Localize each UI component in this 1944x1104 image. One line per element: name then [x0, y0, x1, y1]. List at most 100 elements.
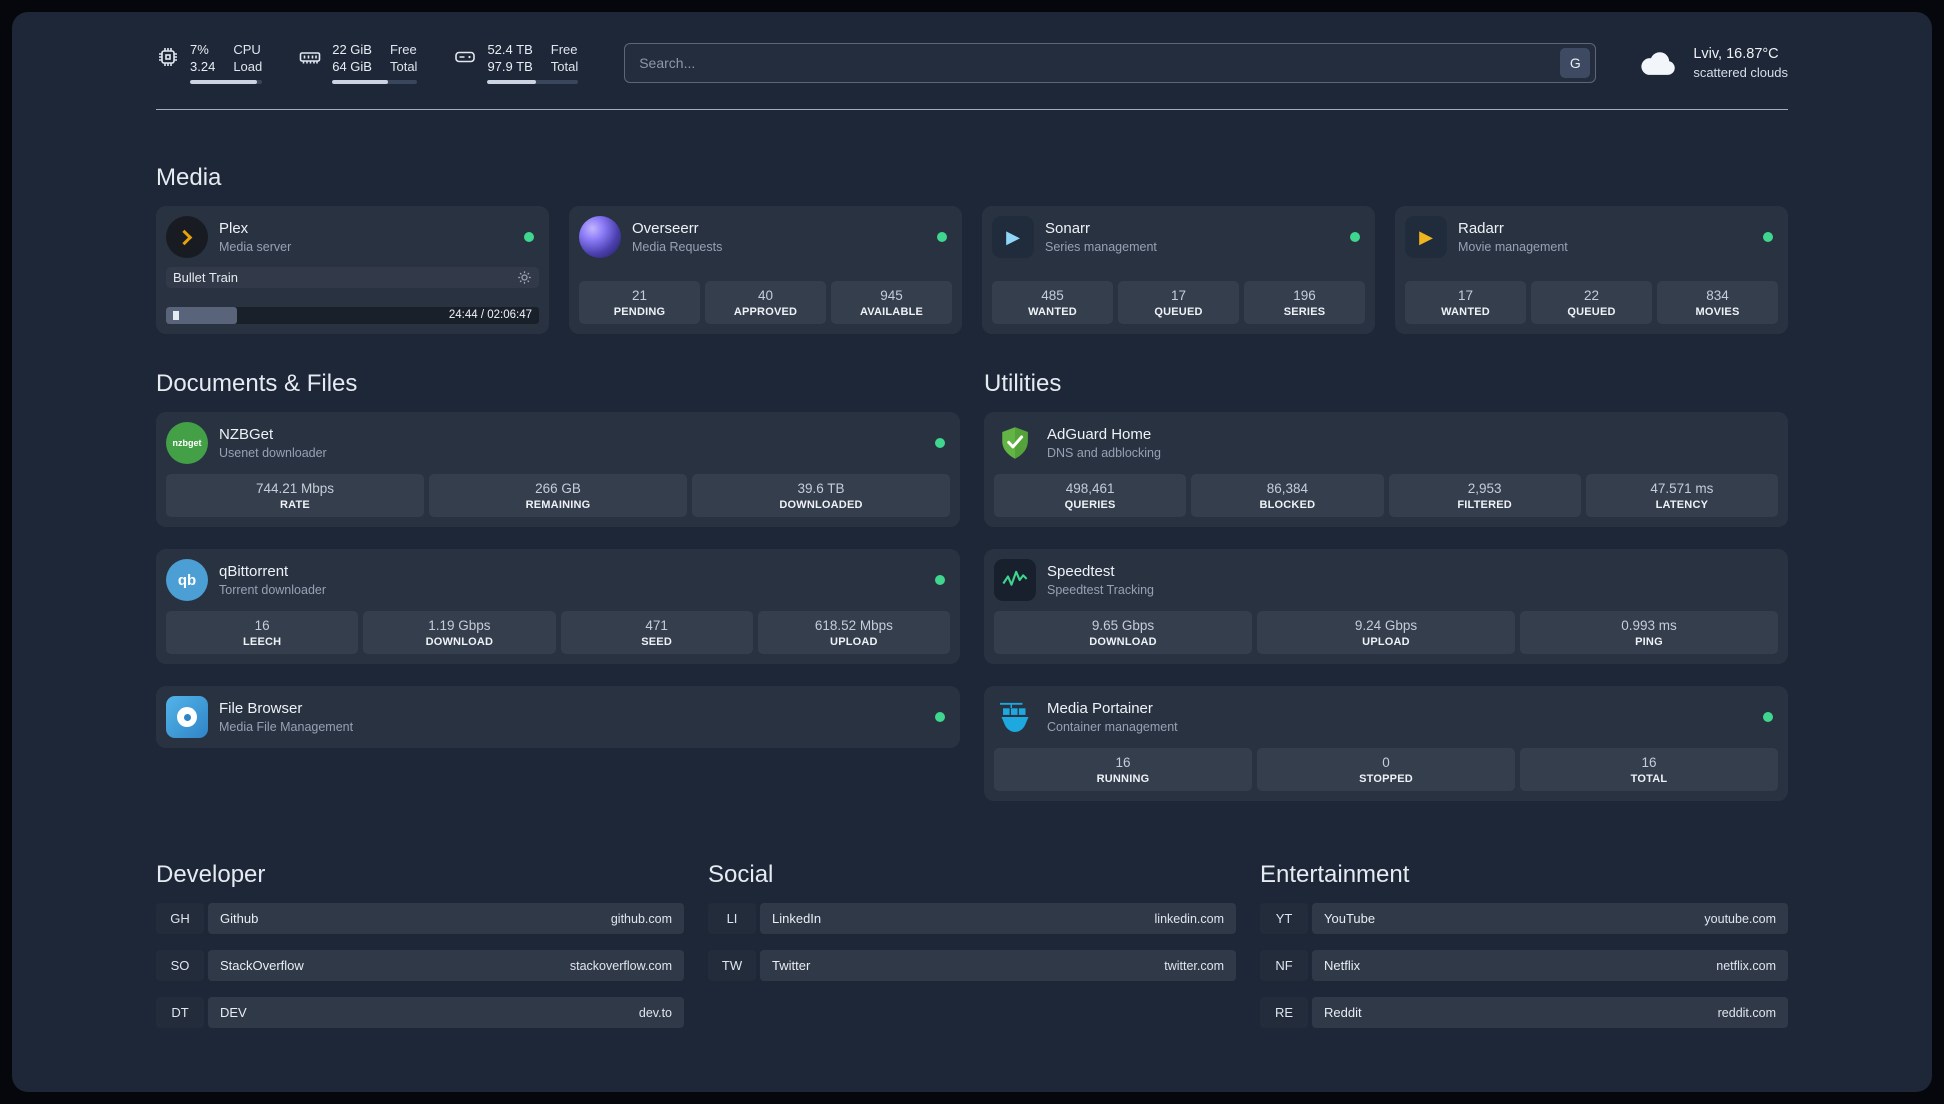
bookmark-name: Netflix [1324, 958, 1361, 973]
bookmark-stackoverflow[interactable]: SO StackOverflow stackoverflow.com [156, 950, 684, 981]
bookmark-url: dev.to [638, 1005, 672, 1020]
search-bar[interactable]: G [624, 43, 1597, 83]
bookmark-url: stackoverflow.com [569, 958, 672, 973]
service-subtitle: Series management [1045, 240, 1157, 254]
service-name[interactable]: Sonarr [1045, 220, 1091, 237]
pause-icon [173, 311, 179, 320]
bookmark-abbr: TW [708, 950, 756, 981]
stat-queries: 498,461 QUERIES [994, 474, 1187, 517]
now-playing-row: Bullet Train [166, 267, 539, 288]
service-name[interactable]: Plex [219, 220, 249, 237]
stat-leech: 16 LEECH [166, 611, 359, 654]
memory-bar [332, 80, 418, 84]
qbittorrent-icon: qb [166, 559, 208, 601]
cpu-load-value: 3.24 [190, 59, 216, 74]
memory-free-value: 22 GiB [332, 42, 372, 57]
cpu-icon [159, 48, 177, 66]
stat-available: 945 AVAILABLE [831, 281, 952, 324]
service-name[interactable]: AdGuard Home [1047, 426, 1152, 443]
dashboard-panel: 7% CPU 3.24 Load 22 GiB Free 64 GiB Tota… [12, 12, 1932, 1092]
weather-location: Lviv, 16.87°C [1693, 46, 1779, 62]
service-card-speedtest[interactable]: Speedtest Speedtest Tracking 9.65 Gbps DO… [984, 549, 1788, 664]
service-card-portainer[interactable]: Media Portainer Container management 16 R… [984, 686, 1788, 801]
cpu-widget: 7% CPU 3.24 Load [156, 42, 263, 84]
bookmark-name: LinkedIn [772, 911, 822, 926]
status-dot [1763, 712, 1773, 722]
disk-free-value: 52.4 TB [487, 42, 533, 57]
stat-ping: 0.993 ms PING [1520, 611, 1778, 654]
service-card-nzbget[interactable]: nzbget NZBGet Usenet downloader 744.21 M… [156, 412, 960, 527]
service-name[interactable]: Radarr [1458, 220, 1504, 237]
memory-free-label: Free [389, 42, 417, 57]
service-name[interactable]: Media Portainer [1047, 700, 1153, 717]
service-name[interactable]: NZBGet [219, 426, 274, 443]
bookmark-url: netflix.com [1716, 958, 1776, 973]
service-subtitle: Movie management [1458, 240, 1568, 254]
stat-seed: 471 SEED [560, 611, 753, 654]
stat-filtered: 2,953 FILTERED [1388, 474, 1581, 517]
service-card-filebrowser[interactable]: File Browser Media File Management [156, 686, 960, 748]
bookmark-url: twitter.com [1164, 958, 1224, 973]
cloud-icon [1641, 52, 1676, 75]
status-dot [935, 712, 945, 722]
bookmark-url: youtube.com [1704, 911, 1776, 926]
service-card-overseerr[interactable]: Overseerr Media Requests 21 PENDING 40 APP… [569, 206, 962, 334]
bookmark-abbr: YT [1260, 903, 1308, 934]
section-title-utilities: Utilities [984, 370, 1062, 397]
bookmark-name: StackOverflow [220, 958, 304, 973]
service-subtitle: DNS and adblocking [1047, 446, 1161, 460]
service-card-plex[interactable]: Plex Media server Bullet Train 24:44 / 0… [156, 206, 549, 334]
bookmark-twitter[interactable]: TW Twitter twitter.com [708, 950, 1236, 981]
bookmark-name: YouTube [1324, 911, 1376, 926]
service-subtitle: Speedtest Tracking [1047, 583, 1155, 597]
service-name[interactable]: qBittorrent [219, 563, 289, 580]
gear-icon[interactable] [517, 270, 532, 285]
bookmark-linkedin[interactable]: LI LinkedIn linkedin.com [708, 903, 1236, 934]
stat-upload: 9.24 Gbps UPLOAD [1257, 611, 1515, 654]
section-title-documents: Documents & Files [156, 370, 358, 397]
cpu-bar [190, 80, 263, 84]
section-title-media: Media [156, 164, 222, 191]
stat-queued: 22 QUEUED [1531, 281, 1652, 324]
search-input[interactable] [639, 55, 1561, 71]
memory-total-value: 64 GiB [332, 59, 372, 74]
service-card-sonarr[interactable]: ▶ Sonarr Series management 485 WANTED 17 Q… [982, 206, 1375, 334]
service-card-radarr[interactable]: ▶ Radarr Movie management 17 WANTED 22 QUE… [1395, 206, 1788, 334]
playback-time: 24:44 / 02:06:47 [448, 309, 532, 321]
bookmark-github[interactable]: GH Github github.com [156, 903, 684, 934]
stat-running: 16 RUNNING [994, 748, 1252, 791]
stat-pending: 21 PENDING [579, 281, 700, 324]
now-playing-title: Bullet Train [173, 270, 239, 285]
bookmark-youtube[interactable]: YT YouTube youtube.com [1260, 903, 1788, 934]
service-subtitle: Media server [219, 240, 292, 254]
service-subtitle: Usenet downloader [219, 446, 327, 460]
service-name[interactable]: Overseerr [632, 220, 699, 237]
stat-remaining: 266 GB REMAINING [429, 474, 687, 517]
disk-widget: 52.4 TB Free 97.9 TB Total [453, 42, 579, 84]
stat-approved: 40 APPROVED [705, 281, 826, 324]
service-subtitle: Media Requests [632, 240, 723, 254]
service-name[interactable]: Speedtest [1047, 563, 1115, 580]
service-subtitle: Container management [1047, 720, 1178, 734]
status-dot [935, 575, 945, 585]
status-dot [1350, 232, 1360, 242]
bookmark-dev[interactable]: DT DEV dev.to [156, 997, 684, 1028]
weather-widget: Lviv, 16.87°C scattered clouds [1638, 45, 1788, 81]
bookmark-name: Github [220, 911, 259, 926]
bookmark-name: DEV [220, 1005, 247, 1020]
service-subtitle: Torrent downloader [219, 583, 327, 597]
stat-stopped: 0 STOPPED [1257, 748, 1515, 791]
bookmark-reddit[interactable]: RE Reddit reddit.com [1260, 997, 1788, 1028]
service-name[interactable]: File Browser [219, 700, 303, 717]
service-card-adguard[interactable]: AdGuard Home DNS and adblocking 498,461 Q… [984, 412, 1788, 527]
bookmark-abbr: GH [156, 903, 204, 934]
memory-total-label: Total [389, 59, 418, 74]
stat-rate: 744.21 Mbps RATE [166, 474, 424, 517]
search-provider-button[interactable]: G [1560, 48, 1591, 78]
bookmark-abbr: RE [1260, 997, 1308, 1028]
service-card-qbittorrent[interactable]: qb qBittorrent Torrent downloader 16 LEEC… [156, 549, 960, 664]
status-dot [1763, 232, 1773, 242]
bookmark-netflix[interactable]: NF Netflix netflix.com [1260, 950, 1788, 981]
disk-total-value: 97.9 TB [487, 59, 533, 74]
stat-total: 16 TOTAL [1520, 748, 1778, 791]
